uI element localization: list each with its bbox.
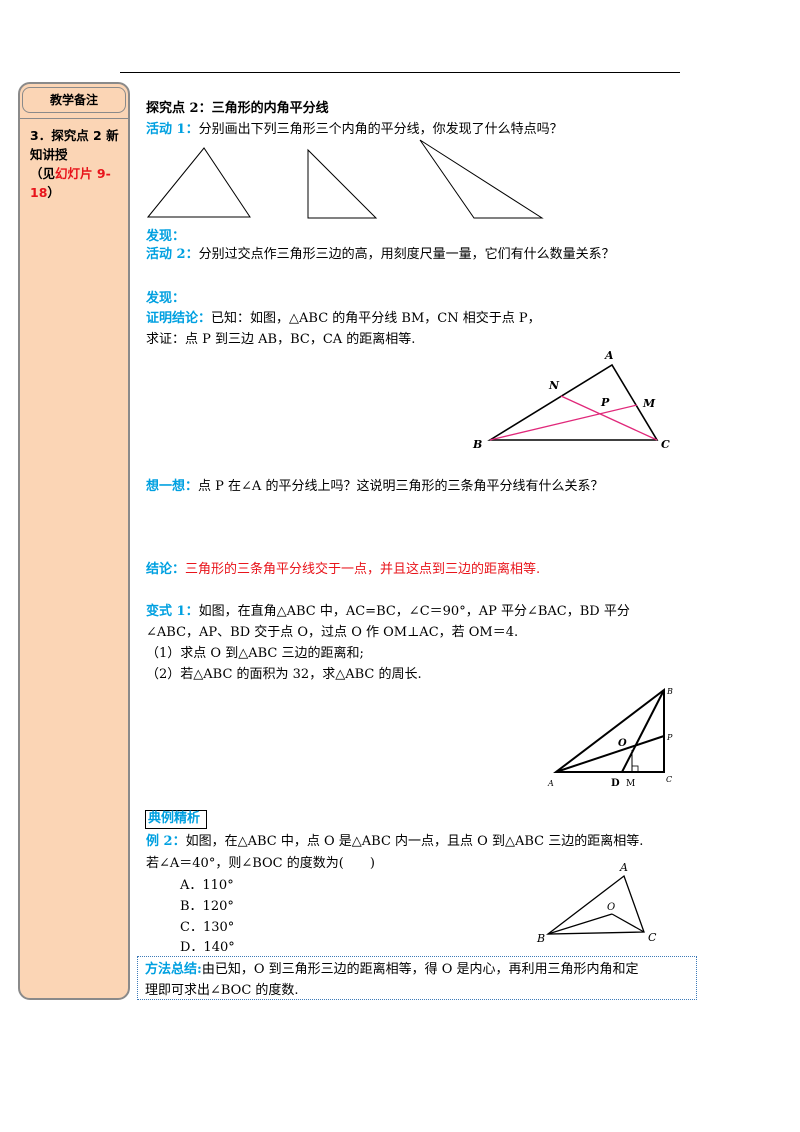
fig1-label-c: C [661, 438, 670, 451]
variant1-text: 如图，在直角△ABC 中，AC=BC，∠C＝90°，AP 平分∠BAC，BD 平… [198, 604, 630, 619]
fig1-bisector-cn [560, 395, 658, 441]
example2-label: 例 2： [146, 834, 186, 849]
summary-label: 方法总结: [145, 962, 202, 977]
fig2-label-b: B [666, 687, 673, 696]
proof: 证明结论：已知：如图，△ABC 的角平分线 BM，CN 相交于点 P， [146, 310, 541, 328]
example-tag-text: 典例精析 [148, 811, 201, 826]
section-title: 探究点 2：三角形的内角平分线 [146, 101, 329, 116]
fig1-label-b: B [472, 438, 482, 451]
note-paren-open: （见 [30, 166, 56, 181]
fig2-right-angle-mark [631, 765, 639, 773]
example-tag-box [145, 810, 207, 829]
discover2: 发现： [146, 290, 185, 308]
variant1-q2: （2）若△ABC 的面积为 32，求△ABC 的周长. [146, 667, 422, 682]
activity2-label: 活动 2： [146, 247, 199, 262]
option-d: D．140° [180, 940, 235, 955]
summary-line1: 方法总结:由已知，O 到三角形三边的距离相等，得 O 是内心，再利用三角形内角和… [145, 961, 639, 979]
fig3-segment-bo [547, 913, 613, 935]
sidebar-header: 教学备注 [22, 87, 126, 113]
conclusion-label: 结论： [146, 562, 186, 577]
figure-incenter: A B C O [536, 861, 657, 945]
example-tag: 典例精析 [148, 810, 200, 828]
fig2-label-p: P [666, 733, 673, 742]
example2-text: 如图，在△ABC 中，点 O 是△ABC 内一点，且点 O 到△ABC 三边的距… [185, 834, 644, 849]
note-prefix: 3．探究点 2 新知讲授 [30, 128, 119, 162]
top-rule [120, 72, 680, 73]
discover1: 发现： [146, 228, 185, 246]
think: 想一想：点 P 在∠A 的平分线上吗？这说明三角形的三条角平分线有什么关系？ [146, 478, 603, 496]
summary-text1: 由已知，O 到三角形三边的距离相等，得 O 是内心，再利用三角形内角和定 [201, 962, 639, 977]
fig3-label-a: A [619, 861, 628, 874]
fig2-label-d: D [611, 778, 620, 789]
figure-bisectors: A B C N M P [472, 349, 670, 451]
fig2-bisector-bd [621, 689, 665, 773]
right-triangle [307, 148, 378, 219]
example2-line1: 例 2：如图，在△ABC 中，点 O 是△ABC 内一点，且点 O 到△ABC … [146, 833, 643, 851]
conclusion: 结论：三角形的三条角平分线交于一点，并且这点到三边的距离相等. [146, 561, 540, 579]
fig2-label-o: O [618, 738, 627, 749]
discover1-label: 发现： [146, 229, 186, 244]
activity1-label: 活动 1： [146, 122, 199, 137]
fig1-label-m: M [642, 397, 656, 410]
method-summary-box [137, 956, 697, 1000]
fig2-label-c: C [666, 775, 672, 784]
fig2-bisector-ap [555, 735, 665, 773]
option-a: A．110° [180, 878, 234, 893]
obtuse-triangle [419, 139, 544, 219]
fig3-label-b: B [536, 932, 545, 945]
variant1-q1: （1）求点 O 到△ABC 三边的距离和; [146, 646, 364, 661]
fig2-triangle [553, 687, 665, 773]
example2-line2: 若∠A＝40°，则∠BOC 的度数为( ) [146, 856, 375, 871]
proof-line2: 求证：点 P 到三边 AB，BC，CA 的距离相等. [146, 332, 416, 347]
fig1-bisector-bm [489, 404, 638, 441]
fig1-label-n: N [548, 379, 560, 392]
proof-label: 证明结论： [146, 311, 212, 326]
activity2: 活动 2：分别过交点作三角形三边的高，用刻度尺量一量，它们有什么数量关系？ [146, 246, 615, 264]
option-c: C．130° [180, 920, 235, 935]
fig2-label-m: M [626, 779, 635, 789]
think-text: 点 P 在∠A 的平分线上吗？这说明三角形的三条角平分线有什么关系？ [198, 479, 604, 494]
conclusion-text: 三角形的三条角平分线交于一点，并且这点到三边的距离相等. [185, 562, 541, 577]
figure-right-triangle: B P C A O D M [547, 687, 673, 789]
acute-triangle [146, 147, 251, 218]
option-b: B．120° [180, 899, 234, 914]
activity1: 活动 1：分别画出下列三角形三个内角的平分线，你发现了什么特点吗？ [146, 121, 563, 139]
proof-text: 已知：如图，△ABC 的角平分线 BM，CN 相交于点 P， [211, 311, 541, 326]
sidebar-divider [20, 118, 128, 119]
fig1-triangle [487, 363, 659, 441]
activity1-triangles [146, 139, 544, 219]
fig1-label-a: A [604, 349, 614, 362]
discover2-label: 发现： [146, 291, 186, 306]
fig3-triangle [546, 874, 645, 935]
teaching-notes-sidebar: 教学备注 3．探究点 2 新知讲授 （见幻灯片 9-18） [18, 82, 130, 1000]
variant1-line2: ∠ABC，AP、BD 交于点 O，过点 O 作 OM⊥AC，若 OM＝4. [146, 625, 519, 640]
activity2-text: 分别过交点作三角形三边的高，用刻度尺量一量，它们有什么数量关系？ [198, 247, 615, 262]
variant1-label: 变式 1： [146, 604, 199, 619]
variant1-line1: 变式 1：如图，在直角△ABC 中，AC=BC，∠C＝90°，AP 平分∠BAC… [146, 603, 630, 621]
summary-line2: 理即可求出∠BOC 的度数. [145, 983, 299, 998]
fig1-label-p: P [600, 396, 610, 409]
fig3-label-c: C [648, 931, 657, 944]
note-slides: 幻灯片 9-18 [30, 166, 111, 200]
note-paren-close: ） [47, 185, 60, 200]
sidebar-note: 3．探究点 2 新知讲授 （见幻灯片 9-18） [30, 126, 126, 202]
think-label: 想一想： [146, 479, 199, 494]
activity1-text: 分别画出下列三角形三个内角的平分线，你发现了什么特点吗？ [198, 122, 563, 137]
fig3-label-o: O [607, 902, 615, 913]
fig2-label-a: A [547, 779, 554, 788]
fig3-segment-co [611, 913, 645, 933]
